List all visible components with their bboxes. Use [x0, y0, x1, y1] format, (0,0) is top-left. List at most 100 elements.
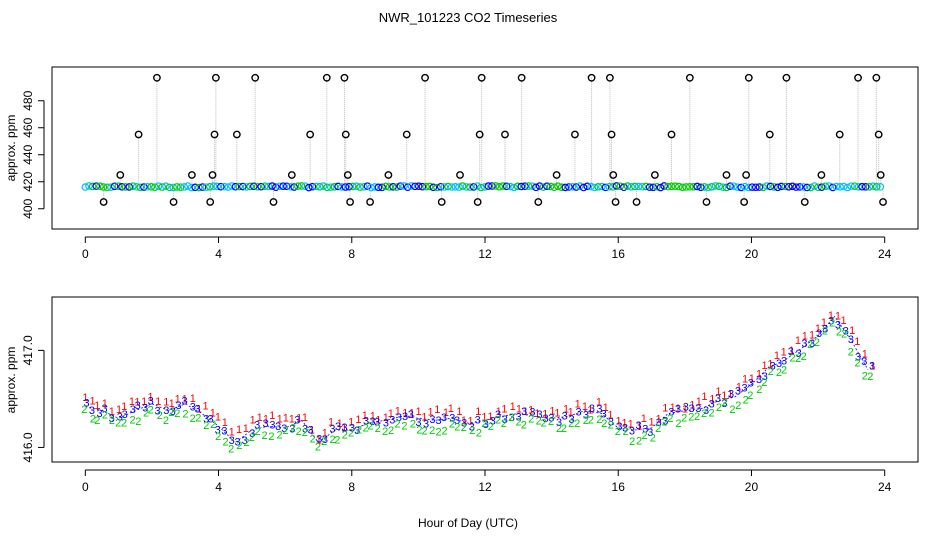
baseline-point [158, 183, 167, 191]
series-2-glyph: 2 [130, 414, 136, 426]
series-3-glyph: 3 [254, 419, 260, 431]
baseline-point [326, 183, 335, 192]
series-1-glyph: 1 [375, 414, 381, 426]
series-3-glyph: 3 [762, 371, 768, 383]
baseline-point [594, 183, 603, 191]
series-3-glyph: 3 [322, 434, 328, 446]
baseline-point [154, 182, 163, 190]
series-2-glyph: 2 [655, 423, 661, 435]
series-1-glyph: 1 [215, 412, 221, 424]
baseline-point [429, 183, 438, 192]
series-1-glyph: 1 [628, 419, 634, 431]
baseline-point [173, 183, 181, 191]
series-3-glyph: 3 [294, 414, 300, 426]
baseline-point [370, 183, 379, 191]
series-2-glyph: 2 [121, 418, 127, 430]
series-3-glyph: 3 [461, 417, 467, 429]
series-3-glyph: 3 [809, 338, 815, 350]
series-1-glyph: 1 [475, 406, 481, 418]
series-2-glyph: 2 [747, 390, 753, 402]
baseline-point [363, 182, 372, 190]
series-1-glyph: 1 [341, 422, 347, 434]
baseline-point [495, 182, 504, 191]
series-3-glyph: 3 [475, 415, 481, 427]
series-2-glyph: 2 [215, 431, 221, 443]
series-3-glyph: 3 [135, 400, 141, 412]
series-1-glyph: 1 [148, 392, 154, 404]
series-2-glyph: 2 [90, 414, 96, 426]
baseline-point [268, 182, 276, 190]
series-2-glyph: 2 [829, 318, 835, 330]
outlier-point [835, 130, 844, 139]
outlier-point [702, 198, 711, 206]
x-tick-label: 16 [612, 247, 626, 261]
series-3-glyph: 3 [583, 410, 589, 422]
baseline-point [795, 183, 804, 191]
outlier-point [206, 198, 215, 206]
series-2-glyph: 2 [315, 442, 321, 454]
x-tick-label: 0 [82, 247, 89, 261]
series-3-glyph: 3 [543, 413, 549, 425]
series-3-glyph: 3 [363, 416, 369, 428]
baseline-point [374, 183, 383, 192]
baseline-point [623, 182, 632, 190]
series-1-glyph: 1 [582, 401, 588, 413]
outlier-point [742, 171, 751, 179]
series-2-glyph: 2 [449, 418, 455, 430]
baseline-point [719, 183, 727, 191]
series-1-glyph: 1 [190, 393, 196, 405]
series-2-glyph: 2 [867, 371, 873, 383]
series-3-glyph: 3 [117, 411, 123, 423]
series-1-glyph: 1 [421, 411, 427, 423]
series-3-glyph: 3 [515, 411, 521, 423]
series-1-glyph: 1 [696, 396, 702, 408]
series-3-glyph: 3 [249, 428, 255, 440]
outlier-point [571, 130, 579, 139]
series-1-glyph: 1 [236, 424, 242, 436]
series-3-glyph: 3 [374, 417, 380, 429]
baseline-point [748, 183, 756, 191]
baseline-point [436, 182, 445, 191]
baseline-point [506, 182, 515, 191]
series-1-glyph: 1 [636, 421, 642, 433]
top-plot-area [81, 73, 887, 206]
series-1-glyph: 1 [721, 390, 727, 402]
series-1-glyph: 1 [761, 360, 767, 372]
outlier-point [153, 73, 161, 82]
series-2-glyph: 2 [528, 414, 534, 426]
baseline-point [396, 182, 405, 190]
series-1-glyph: 1 [348, 417, 354, 429]
baseline-point [759, 183, 767, 192]
series-1-glyph: 1 [655, 413, 661, 425]
x-axis-label: Hour of Day (UTC) [418, 516, 518, 530]
baseline-point [414, 182, 423, 191]
series-1-glyph: 1 [277, 414, 283, 426]
series-3-glyph: 3 [801, 338, 807, 350]
baseline-point [576, 182, 584, 190]
baseline-point [477, 183, 485, 192]
series-2-glyph: 2 [310, 434, 316, 446]
series-2-glyph: 2 [222, 437, 228, 449]
series-3-glyph: 3 [509, 412, 515, 424]
series-3-glyph: 3 [629, 426, 635, 438]
outlier-point [384, 171, 393, 179]
series-2-glyph: 2 [556, 423, 562, 435]
series-3-glyph: 3 [83, 398, 89, 410]
baseline-point [671, 182, 679, 191]
y-tick-label: 400 [21, 198, 35, 218]
y-tick-label: 480 [21, 90, 35, 110]
x-tick-label: 24 [878, 247, 892, 261]
outlier-point [477, 73, 486, 82]
outlier-point [744, 73, 753, 82]
series-2-glyph: 2 [249, 432, 255, 444]
series-2-glyph: 2 [356, 424, 362, 436]
outlier-point [210, 130, 219, 139]
series-1-glyph: 1 [510, 401, 516, 413]
baseline-point [660, 182, 668, 190]
series-1-glyph: 1 [554, 408, 560, 420]
baseline-point [143, 182, 152, 191]
series-3-glyph: 3 [695, 403, 701, 415]
baseline-point [411, 182, 419, 191]
baseline-point [455, 183, 463, 191]
